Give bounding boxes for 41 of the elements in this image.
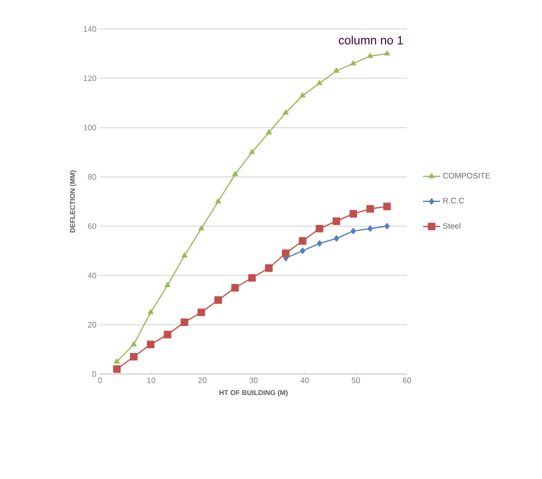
point [349,210,358,218]
point [198,308,206,316]
point [282,110,289,115]
point [332,217,340,225]
point [113,365,121,373]
point [130,352,138,361]
point [231,284,239,292]
point [182,252,188,258]
point [316,224,324,232]
point [316,240,322,247]
point [383,202,391,210]
point [130,341,137,346]
point [350,60,356,66]
point [266,129,272,134]
point [249,149,255,154]
point [334,68,340,73]
point [316,80,322,86]
point [248,274,256,282]
point [114,358,120,364]
point [215,198,222,204]
point [367,52,374,58]
point [282,249,290,258]
point [146,340,154,348]
point [366,205,374,213]
point [368,225,373,232]
point [214,296,222,304]
point [300,248,306,254]
point [265,264,273,272]
point [164,330,172,338]
point [164,282,170,288]
point [350,228,356,234]
point [180,318,188,326]
point [148,309,154,314]
point [198,225,204,230]
point [384,222,390,230]
point [384,50,390,56]
point [232,171,238,176]
point [298,237,306,245]
point [334,235,339,242]
point [300,92,306,98]
chart-title: column no 1 [338,36,403,44]
